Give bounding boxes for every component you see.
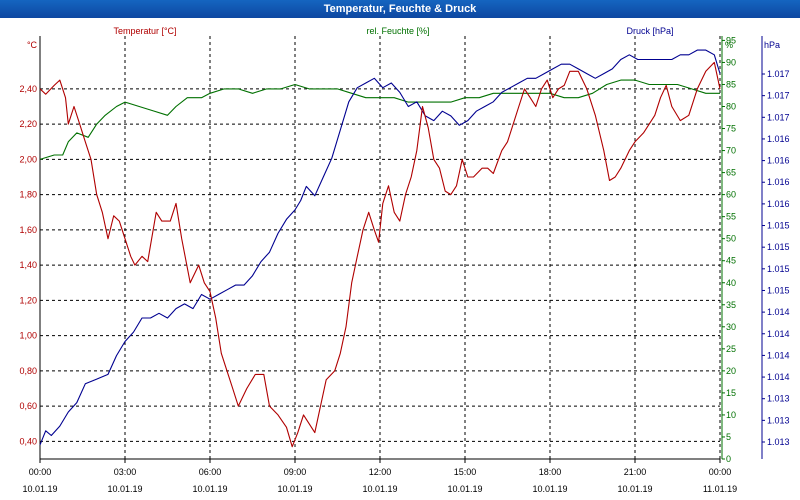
pressure-tick-label: 1.015 [767,264,790,274]
pressure-series-line [39,49,721,446]
temperature-tick-label: 1,60 [19,225,37,235]
pressure-tick-label: 1.016 [767,156,790,166]
humidity-tick-label: 95 [726,35,736,45]
temperature-unit-label: °C [27,40,38,50]
humidity-tick-label: 55 [726,212,736,222]
time-tick-label: 18:00 [539,467,562,477]
temperature-tick-label: 0,60 [19,401,37,411]
humidity-tick-label: 5 [726,432,731,442]
pressure-tick-label: 1.013 [767,415,790,425]
pressure-tick-label: 1.017 [767,112,790,122]
time-tick-label: 21:00 [624,467,647,477]
pressure-tick-label: 1.016 [767,177,790,187]
time-tick-label: 06:00 [199,467,222,477]
temperature-tick-label: 1,20 [19,295,37,305]
date-tick-label: 10.01.19 [447,484,482,494]
pressure-tick-label: 1.015 [767,221,790,231]
pressure-tick-label: 1.013 [767,437,790,447]
time-tick-label: 00:00 [29,467,52,477]
humidity-series-line [39,79,720,160]
time-tick-label: 09:00 [284,467,307,477]
temperature-tick-label: 0,40 [19,436,37,446]
time-tick-label: 00:00 [709,467,732,477]
time-axis: 00:00 10.01.19 03:00 10.01.19 06:00 10.01.19 0… [22,459,737,494]
humidity-tick-label: 15 [726,388,736,398]
temperature-series-line [39,61,721,448]
pressure-tick-label: 1.017 [767,69,790,79]
time-tick-label: 12:00 [369,467,392,477]
pressure-tick-label: 1.014 [767,307,790,317]
temperature-axis: 0,40 0,60 0,80 1,00 1,20 1,40 1,60 1,80 2,00 2,20… [19,84,37,447]
pressure-tick-label: 1.014 [767,329,790,339]
temperature-tick-label: 2,20 [19,119,37,129]
pressure-tick-label: 1.015 [767,242,790,252]
temperature-tick-label: 1,00 [19,331,37,341]
date-tick-label: 10.01.19 [192,484,227,494]
humidity-axis: 0 5 10 15 20 25 30 35 40 45 50 55 60 65 70 75 80 85 90 95 [722,35,736,464]
humidity-tick-label: 35 [726,300,736,310]
pressure-tick-label: 1.016 [767,134,790,144]
pressure-tick-label: 1.014 [767,372,790,382]
chart: 0,40 0,60 0,80 1,00 1,20 1,40 1,60 1,80 2,00 2,20… [0,18,800,500]
humidity-tick-label: 75 [726,124,736,134]
humidity-unit-label: % [725,40,733,50]
pressure-tick-label: 1.016 [767,199,790,209]
humidity-tick-label: 30 [726,322,736,332]
window-title: Temperatur, Feuchte & Druck [0,0,800,18]
grid [39,36,721,459]
temperature-tick-label: 2,00 [19,154,37,164]
temperature-tick-label: 1,80 [19,190,37,200]
series-layer [39,49,721,448]
humidity-tick-label: 45 [726,256,736,266]
date-tick-label: 10.01.19 [617,484,652,494]
pressure-unit-label: hPa [764,40,780,50]
humidity-tick-label: 90 [726,57,736,67]
pressure-tick-label: 1.015 [767,285,790,295]
temperature-tick-label: 2,40 [19,84,37,94]
date-tick-label: 10.01.19 [532,484,567,494]
temperature-tick-label: 0,80 [19,366,37,376]
humidity-tick-label: 60 [726,190,736,200]
pressure-axis: 1.017 1.017 1.017 1.016 1.016 1.016 1.016 1.015… [762,69,790,447]
date-tick-label: 10.01.19 [277,484,312,494]
humidity-tick-label: 70 [726,146,736,156]
humidity-tick-label: 10 [726,410,736,420]
time-tick-label: 15:00 [454,467,477,477]
humidity-tick-label: 50 [726,234,736,244]
humidity-tick-label: 40 [726,278,736,288]
date-tick-label: 10.01.19 [107,484,142,494]
humidity-tick-label: 0 [726,454,731,464]
date-tick-label: 10.01.19 [22,484,57,494]
pressure-tick-label: 1.014 [767,350,790,360]
pressure-tick-label: 1.017 [767,91,790,101]
humidity-tick-label: 65 [726,168,736,178]
humidity-tick-label: 25 [726,344,736,354]
humidity-tick-label: 85 [726,79,736,89]
pressure-tick-label: 1.013 [767,394,790,404]
time-tick-label: 03:00 [114,467,137,477]
temperature-tick-label: 1,40 [19,260,37,270]
date-tick-label: 10.01.19 [362,484,397,494]
humidity-tick-label: 80 [726,102,736,112]
temperature-axis-title: Temperatur [°C] [113,26,176,36]
humidity-axis-title: rel. Feuchte [%] [366,26,429,36]
pressure-axis-title: Druck [hPa] [626,26,673,36]
date-tick-label: 11.01.19 [703,484,737,494]
humidity-tick-label: 20 [726,366,736,376]
